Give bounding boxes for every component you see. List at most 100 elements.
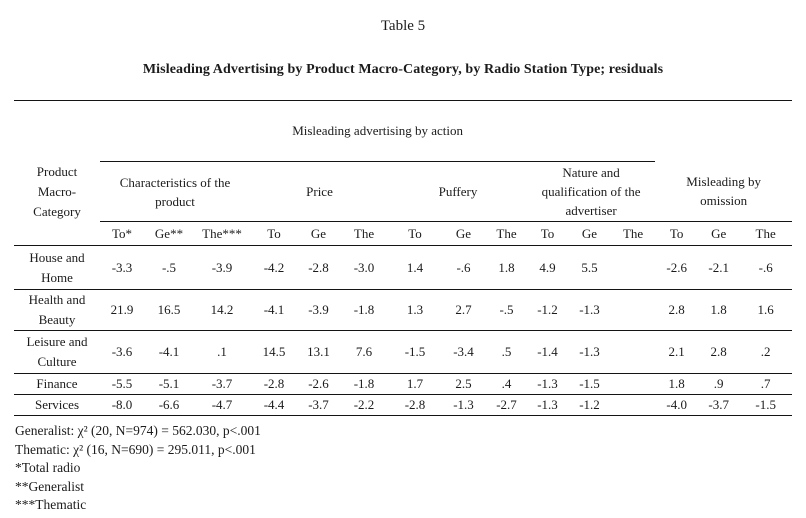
row-label: House and Home bbox=[14, 245, 100, 290]
data-cell: -5.5 bbox=[100, 373, 144, 395]
data-cell: 1.7 bbox=[389, 373, 441, 395]
data-cell: -2.2 bbox=[339, 394, 389, 416]
subheader-ge: Ge bbox=[698, 221, 740, 246]
data-cell: 7.6 bbox=[339, 330, 389, 374]
subheader-ge: Ge bbox=[441, 221, 486, 246]
data-cell: -.5 bbox=[144, 245, 194, 290]
subheader-the: The bbox=[339, 221, 389, 246]
data-cell: -1.8 bbox=[339, 373, 389, 395]
table-row-health-and-beauty: Health and Beauty 21.9 16.5 14.2 -4.1 -3… bbox=[14, 289, 793, 331]
data-cell-empty bbox=[611, 330, 656, 374]
data-cell: 16.5 bbox=[144, 289, 194, 331]
data-cell: -3.3 bbox=[100, 245, 144, 290]
data-cell: -1.3 bbox=[441, 394, 486, 416]
data-cell: -1.8 bbox=[339, 289, 389, 331]
subheader-ge-generalist: Ge** bbox=[144, 221, 194, 246]
data-cell: 2.8 bbox=[655, 289, 699, 331]
row-label: Leisure and Culture bbox=[14, 330, 100, 374]
row-header-product-macro-category: Product Macro- Category bbox=[33, 163, 81, 219]
subheader-the: The bbox=[611, 221, 656, 246]
data-cell-empty bbox=[611, 245, 656, 290]
data-cell: .4 bbox=[486, 373, 527, 395]
data-cell: -4.4 bbox=[250, 394, 298, 416]
table-row-leisure-and-culture: Leisure and Culture -3.6 -4.1 .1 14.5 13… bbox=[14, 330, 793, 374]
group-header-puffery: Puffery bbox=[389, 161, 527, 222]
data-cell: -2.6 bbox=[298, 373, 339, 395]
data-cell: -4.2 bbox=[250, 245, 298, 290]
data-cell: -2.7 bbox=[486, 394, 527, 416]
data-cell: -1.3 bbox=[527, 373, 568, 395]
subheader-the-thematic: The*** bbox=[194, 221, 250, 246]
data-cell-empty bbox=[611, 394, 656, 416]
data-cell: -2.8 bbox=[250, 373, 298, 395]
group-header-row: Product Macro- Category Characteristics … bbox=[14, 161, 793, 222]
data-cell-empty bbox=[611, 289, 656, 331]
data-cell: -1.5 bbox=[568, 373, 611, 395]
data-cell: -4.1 bbox=[250, 289, 298, 331]
data-cell: -5.1 bbox=[144, 373, 194, 395]
action-span-row: Misleading advertising by action bbox=[14, 100, 792, 162]
data-cell: 13.1 bbox=[298, 330, 339, 374]
data-cell: 2.1 bbox=[655, 330, 699, 374]
group-header-characteristics: Characteristics of the product bbox=[100, 161, 250, 222]
data-cell: -2.6 bbox=[655, 245, 699, 290]
subheader-to-total: To* bbox=[100, 221, 144, 246]
group-header-nature-qualification: Nature and qualification of the advertis… bbox=[527, 161, 656, 222]
data-cell: 4.9 bbox=[527, 245, 568, 290]
residuals-table: Misleading advertising by action Product… bbox=[14, 100, 793, 416]
data-cell: -1.3 bbox=[527, 394, 568, 416]
data-cell: -3.9 bbox=[298, 289, 339, 331]
table-caption: Misleading Advertising by Product Macro-… bbox=[142, 62, 664, 77]
footnotes: Generalist: χ² (20, N=974) = 562.030, p<… bbox=[15, 422, 806, 515]
subheader-to: To bbox=[527, 221, 568, 246]
data-cell: -3.7 bbox=[298, 394, 339, 416]
data-cell: -4.7 bbox=[194, 394, 250, 416]
data-cell: 1.8 bbox=[698, 289, 740, 331]
data-cell: .9 bbox=[698, 373, 740, 395]
data-cell: -.6 bbox=[441, 245, 486, 290]
data-cell: 2.5 bbox=[441, 373, 486, 395]
data-cell: .1 bbox=[194, 330, 250, 374]
group-header-misleading-by-omission: Misleading by omission bbox=[655, 161, 793, 222]
data-cell: -8.0 bbox=[100, 394, 144, 416]
subheader-row: To* Ge** The*** To Ge The To Ge The To G… bbox=[14, 221, 793, 246]
data-cell: -1.5 bbox=[739, 394, 793, 416]
subheader-to: To bbox=[655, 221, 699, 246]
data-cell: .7 bbox=[739, 373, 793, 395]
data-cell: -3.7 bbox=[698, 394, 740, 416]
data-cell: 1.8 bbox=[655, 373, 699, 395]
spacer-cell bbox=[14, 101, 100, 162]
data-cell: 1.8 bbox=[486, 245, 527, 290]
data-cell: -3.4 bbox=[441, 330, 486, 374]
data-cell: 5.5 bbox=[568, 245, 611, 290]
data-cell: -6.6 bbox=[144, 394, 194, 416]
data-cell: 2.7 bbox=[441, 289, 486, 331]
footnote-total-radio: *Total radio bbox=[15, 460, 81, 475]
subheader-ge: Ge bbox=[298, 221, 339, 246]
table-row-finance: Finance -5.5 -5.1 -3.7 -2.8 -2.6 -1.8 1.… bbox=[14, 373, 793, 395]
spacer-cell bbox=[655, 101, 792, 162]
data-cell: -1.2 bbox=[527, 289, 568, 331]
footnote-generalist: **Generalist bbox=[15, 478, 84, 494]
footnote-thematic: ***Thematic bbox=[15, 497, 87, 512]
data-cell: -1.5 bbox=[389, 330, 441, 374]
spacer-cell bbox=[14, 221, 100, 246]
data-cell: 21.9 bbox=[100, 289, 144, 331]
data-cell: -4.1 bbox=[144, 330, 194, 374]
data-cell: -4.0 bbox=[655, 394, 699, 416]
action-span-header: Misleading advertising by action bbox=[100, 100, 656, 162]
data-cell: .2 bbox=[739, 330, 793, 374]
data-cell: -3.7 bbox=[194, 373, 250, 395]
data-cell: 14.2 bbox=[194, 289, 250, 331]
data-cell: 1.6 bbox=[739, 289, 793, 331]
data-cell: -3.0 bbox=[339, 245, 389, 290]
data-cell: 1.4 bbox=[389, 245, 441, 290]
data-cell: -2.1 bbox=[698, 245, 740, 290]
data-cell: -3.6 bbox=[100, 330, 144, 374]
data-cell: -3.9 bbox=[194, 245, 250, 290]
data-cell: -1.3 bbox=[568, 289, 611, 331]
group-header-price: Price bbox=[250, 161, 389, 222]
data-cell: .5 bbox=[486, 330, 527, 374]
subheader-ge: Ge bbox=[568, 221, 611, 246]
